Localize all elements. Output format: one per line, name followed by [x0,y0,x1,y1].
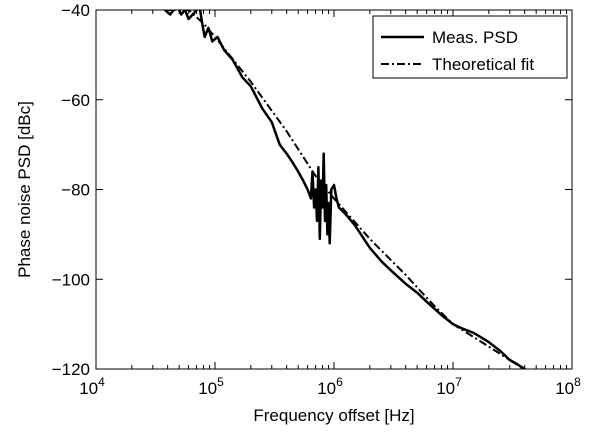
legend-label-meas-psd: Meas. PSD [432,28,518,47]
x-tick-label: 104 [79,375,105,398]
x-tick-label: 108 [555,375,581,398]
y-tick-label: −40 [61,1,90,20]
x-axis-ticks: 104 105 106 107 108 [79,10,581,398]
y-tick-label: −100 [52,270,90,289]
legend-label-theoretical-fit: Theoretical fit [432,55,534,74]
x-axis-title: Frequency offset [Hz] [253,406,414,425]
series-line-theoretical-fit [167,10,526,369]
legend: Meas. PSD Theoretical fit [372,15,568,79]
y-tick-label: −60 [61,91,90,110]
series-line-meas-psd [164,10,527,369]
series-layer [164,10,527,369]
x-tick-label: 106 [317,375,343,398]
x-tick-label: 107 [436,375,462,398]
x-tick-label: 105 [198,375,224,398]
y-axis-title: Phase noise PSD [dBc] [15,101,34,278]
y-tick-label: −120 [52,360,90,379]
y-tick-label: −80 [61,181,90,200]
y-axis-ticks: −40 −60 −80 −100 −120 [52,1,572,379]
